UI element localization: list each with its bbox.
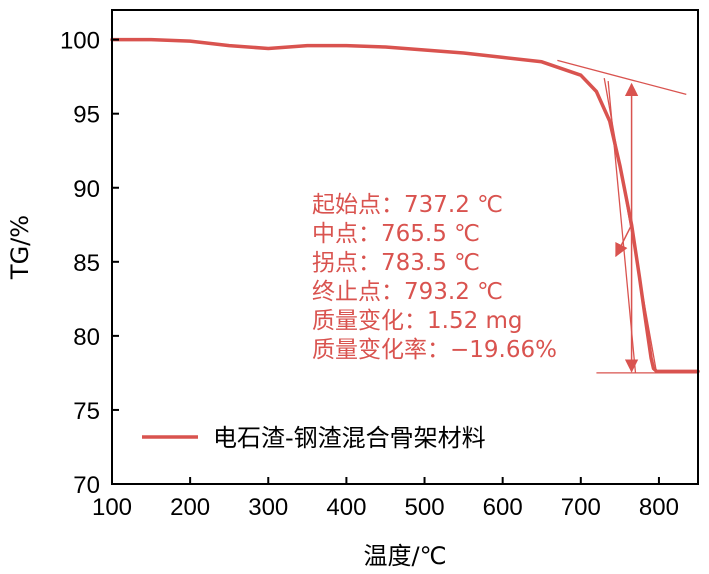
annotation-inflection: 拐点：783.5 ℃ bbox=[312, 250, 480, 276]
annotation-endset: 终止点：793.2 ℃ bbox=[312, 279, 503, 305]
tangent-lines bbox=[557, 59, 698, 374]
arrows bbox=[615, 82, 639, 373]
x-tick-label: 300 bbox=[248, 494, 288, 521]
annotation-midpoint: 中点：765.5 ℃ bbox=[312, 221, 480, 247]
tangent-line bbox=[557, 59, 687, 96]
y-axis-label: TG/% bbox=[6, 215, 34, 280]
x-tick-label: 600 bbox=[483, 494, 523, 521]
annotation-mass-change-rate: 质量变化率：−19.66% bbox=[312, 337, 557, 363]
y-tick-label: 100 bbox=[60, 28, 100, 55]
y-tick-label: 80 bbox=[73, 324, 100, 351]
x-tick-label: 700 bbox=[561, 494, 601, 521]
y-tick-label: 75 bbox=[73, 398, 100, 425]
annotation-block: 起始点：737.2 ℃ 中点：765.5 ℃ 拐点：783.5 ℃ 终止点：79… bbox=[312, 192, 557, 363]
y-tick-label: 95 bbox=[73, 102, 100, 129]
x-axis: 100 200 300 400 500 600 700 800 bbox=[92, 477, 679, 521]
x-tick-label: 800 bbox=[639, 494, 679, 521]
x-tick-label: 200 bbox=[170, 494, 210, 521]
y-axis: 70 75 80 85 90 95 100 bbox=[60, 28, 119, 499]
legend: 电石渣-钢渣混合骨架材料 bbox=[142, 424, 486, 452]
y-tick-label: 85 bbox=[73, 250, 100, 277]
plot-frame bbox=[111, 9, 699, 485]
y-tick-label: 70 bbox=[73, 472, 100, 499]
x-axis-label: 温度/℃ bbox=[363, 542, 446, 570]
annotation-onset: 起始点：737.2 ℃ bbox=[312, 192, 503, 218]
annotation-mass-change: 质量变化：1.52 mg bbox=[312, 308, 523, 334]
x-tick-label: 400 bbox=[326, 494, 366, 521]
legend-label: 电石渣-钢渣混合骨架材料 bbox=[213, 424, 486, 452]
tg-curve bbox=[110, 37, 700, 374]
x-tick-label: 500 bbox=[405, 494, 445, 521]
y-tick-label: 90 bbox=[73, 176, 100, 203]
x-tick-label: 100 bbox=[92, 494, 132, 521]
pointer-arrow bbox=[615, 224, 633, 258]
